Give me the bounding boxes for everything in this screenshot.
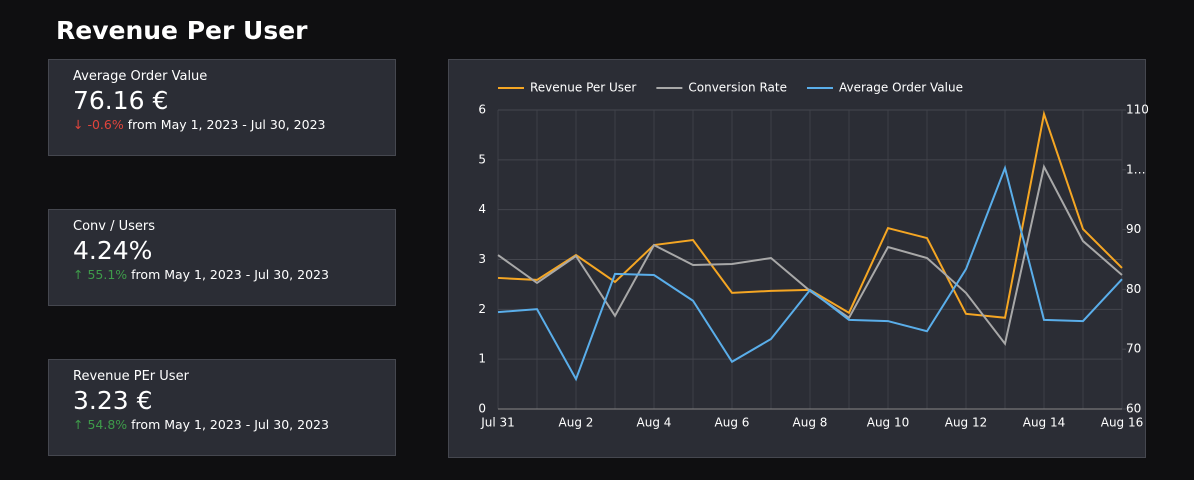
kpi-card: Average Order Value 76.16 € ↓ -0.6% from…	[48, 59, 396, 156]
y-tick-label: 1	[478, 352, 486, 366]
y-tick-label: 0	[478, 402, 486, 416]
kpi-change: -0.6%	[87, 117, 124, 132]
y2-tick-label: 1…	[1126, 162, 1146, 176]
arrow: ↑	[73, 267, 88, 282]
y-tick-label: 5	[478, 152, 486, 166]
arrow: ↓	[73, 117, 88, 132]
kpi-label: Conv / Users	[73, 219, 156, 234]
legend-label: Average Order Value	[839, 81, 963, 95]
x-tick-label: Aug 10	[867, 416, 910, 430]
kpi-period: from May 1, 2023 - Jul 30, 2023	[131, 267, 329, 282]
kpi-period: from May 1, 2023 - Jul 30, 2023	[131, 417, 329, 432]
y2-tick-label: 80	[1126, 282, 1141, 296]
x-tick-label: Aug 12	[945, 416, 988, 430]
kpi-value: 4.24%	[73, 236, 153, 265]
y2-tick-label: 70	[1126, 342, 1141, 356]
kpi-card: Conv / Users 4.24% ↑ 55.1% from May 1, 2…	[48, 209, 396, 306]
x-tick-label: Aug 8	[793, 416, 828, 430]
y-tick-label: 2	[478, 302, 486, 316]
y2-tick-label: 110	[1126, 103, 1149, 117]
kpi-label: Revenue PEr User	[73, 369, 189, 384]
kpi-value: 3.23 €	[73, 386, 153, 415]
page-title: Revenue Per User	[56, 16, 308, 45]
series-line	[497, 164, 1123, 382]
legend-label: Revenue Per User	[530, 81, 636, 95]
legend-label: Conversion Rate	[688, 81, 787, 95]
y2-tick-label: 60	[1126, 402, 1141, 416]
x-tick-label: Aug 4	[637, 416, 672, 430]
y-tick-label: 6	[478, 103, 486, 117]
kpi-label: Average Order Value	[73, 69, 208, 84]
x-tick-label: Aug 14	[1023, 416, 1066, 430]
y-tick-label: 3	[478, 252, 486, 266]
x-tick-label: Aug 6	[715, 416, 750, 430]
kpi-value: 76.16 €	[73, 86, 169, 115]
x-tick-label: Aug 2	[559, 416, 594, 430]
x-tick-label: Jul 31	[480, 416, 515, 430]
kpi-change: 54.8%	[87, 417, 128, 432]
arrow: ↑	[73, 417, 88, 432]
x-tick-label: Aug 16	[1101, 416, 1144, 430]
kpi-period: from May 1, 2023 - Jul 30, 2023	[127, 117, 326, 132]
y2-tick-label: 90	[1126, 222, 1141, 236]
kpi-change: 55.1%	[87, 267, 128, 282]
y-tick-label: 4	[478, 202, 486, 216]
chart-panel	[448, 59, 1146, 458]
kpi-card: Revenue PEr User 3.23 € ↑ 54.8% from May…	[48, 359, 396, 456]
